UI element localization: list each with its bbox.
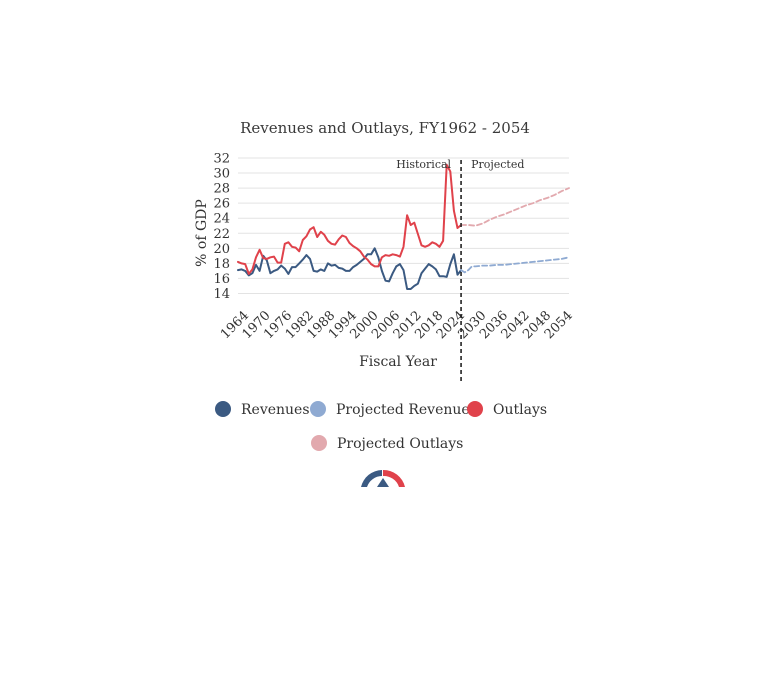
series-lines — [237, 163, 570, 290]
y-tick-label: 24 — [213, 212, 230, 227]
logo-arc-blue — [361, 470, 382, 487]
y-axis-label: % of GDP — [194, 199, 210, 267]
y-tick-label: 30 — [213, 167, 230, 182]
series-line-revenues — [237, 247, 463, 290]
logo — [361, 469, 405, 487]
gridlines — [238, 157, 569, 294]
logo-center — [377, 478, 389, 487]
legend-label: Outlays — [493, 402, 547, 418]
y-tick-label: 26 — [213, 197, 230, 212]
legend-label: Projected Outlays — [337, 436, 463, 452]
legend-item: Projected Outlays — [311, 435, 463, 452]
y-tick-label: 22 — [213, 227, 230, 242]
y-tick-label: 16 — [213, 272, 230, 287]
annotation-historical: Historical — [396, 158, 451, 171]
chart-title: Revenues and Outlays, FY1962 - 2054 — [240, 119, 530, 137]
annotation-projected: Projected — [471, 158, 524, 171]
y-tick-label: 28 — [213, 182, 230, 197]
legend-marker — [311, 435, 327, 451]
y-tick-label: 14 — [213, 287, 230, 302]
y-tick-label: 32 — [213, 152, 230, 167]
series-line-projected-revenues — [460, 256, 570, 274]
y-tick-label: 18 — [213, 257, 230, 272]
legend-item: Projected Revenues — [310, 401, 477, 418]
series-line-outlays — [237, 163, 463, 275]
x-axis-ticks: 1964197019761982198819942000200620122018… — [218, 308, 576, 342]
legend-marker — [215, 401, 231, 417]
legend: Revenues Projected Revenues Outlays Project… — [215, 401, 547, 452]
legend-marker — [467, 401, 483, 417]
x-axis-label: Fiscal Year — [359, 354, 437, 370]
legend-label: Projected Revenues — [336, 402, 477, 418]
logo-arc-red — [383, 469, 405, 487]
legend-item: Revenues — [215, 401, 310, 418]
legend-label: Revenues — [241, 402, 310, 418]
legend-marker — [310, 401, 326, 417]
legend-item: Outlays — [467, 401, 547, 418]
series-line-projected-outlays — [460, 187, 570, 227]
y-tick-label: 20 — [213, 242, 230, 257]
